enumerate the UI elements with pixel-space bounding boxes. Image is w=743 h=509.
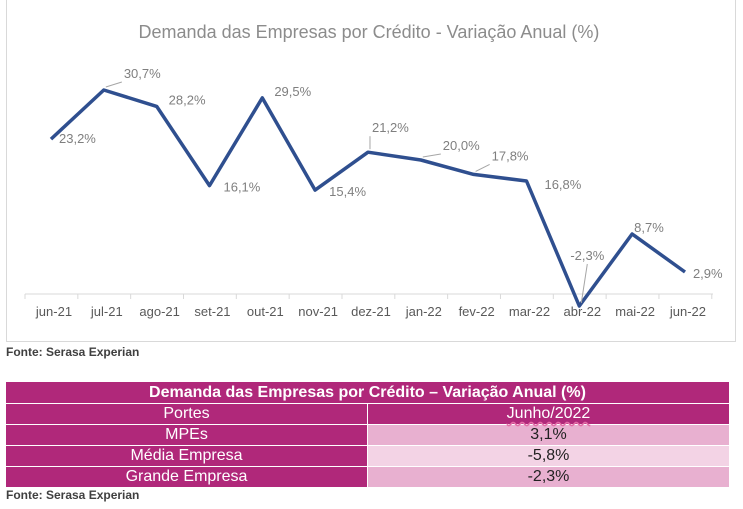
x-tick-label: abr-22 xyxy=(564,304,602,319)
x-tick-label: ago-21 xyxy=(139,304,179,319)
x-tick-label: out-21 xyxy=(247,304,284,319)
data-label: 20,0% xyxy=(443,138,480,153)
row-label: Média Empresa xyxy=(5,445,368,467)
data-label: 23,2% xyxy=(59,131,96,146)
row-label: Grande Empresa xyxy=(5,466,368,488)
x-tick-label: mai-22 xyxy=(615,304,655,319)
series-line xyxy=(49,88,687,308)
x-axis-ticks xyxy=(24,294,713,299)
label-leader-lines xyxy=(105,81,588,304)
x-tick-label: jun-21 xyxy=(35,304,72,319)
table-row: Grande Empresa -2,3% xyxy=(5,466,730,488)
data-label: 17,8% xyxy=(492,148,529,163)
data-label: 15,4% xyxy=(329,184,366,199)
data-label: -2,3% xyxy=(570,248,604,263)
data-label: 16,1% xyxy=(223,180,260,195)
x-tick-label: fev-22 xyxy=(459,304,495,319)
x-tick-label: jul-21 xyxy=(90,304,123,319)
x-tick-label: dez-21 xyxy=(351,304,391,319)
data-labels: 23,2% 30,7% 28,2% 16,1% 29,5% 15,4% 21,2% 20,0%… xyxy=(59,66,723,281)
chart-source-note: Fonte: Serasa Experian xyxy=(6,345,140,359)
row-value: -5,8% xyxy=(367,445,730,467)
data-label: 28,2% xyxy=(169,92,206,107)
table-row: MPEs 3,1% xyxy=(5,424,730,446)
x-tick-label: nov-21 xyxy=(298,304,338,319)
chart-title: Demanda das Empresas por Crédito - Varia… xyxy=(139,22,600,42)
table-row: Média Empresa -5,8% xyxy=(5,445,730,467)
table-title: Demanda das Empresas por Crédito – Varia… xyxy=(5,381,730,404)
table-header-period: Junho/2022 xyxy=(367,403,730,425)
line-chart: Demanda das Empresas por Crédito - Varia… xyxy=(24,22,723,319)
row-label: MPEs xyxy=(5,424,368,446)
data-label: 16,8% xyxy=(544,177,581,192)
row-value: -2,3% xyxy=(367,466,730,488)
x-tick-label: jun-22 xyxy=(669,304,706,319)
row-value: 3,1% xyxy=(367,424,730,446)
x-tick-label: set-21 xyxy=(194,304,230,319)
label-leader-line xyxy=(105,81,122,88)
table-source-note: Fonte: Serasa Experian xyxy=(6,488,140,502)
label-leader-line xyxy=(422,153,441,158)
data-label: 21,2% xyxy=(372,120,409,135)
table-header-period-label: Junho/2022 xyxy=(506,405,591,422)
summary-table: Demanda das Empresas por Crédito – Varia… xyxy=(5,381,730,488)
label-leader-line xyxy=(580,263,588,304)
table-header-portes: Portes xyxy=(5,403,368,425)
x-axis-labels: jun-21 jul-21 ago-21 set-21 out-21 nov-21 dez-… xyxy=(35,304,706,319)
x-tick-label: jan-22 xyxy=(405,304,442,319)
data-label: 2,9% xyxy=(693,266,723,281)
x-tick-label: mar-22 xyxy=(509,304,550,319)
label-leader-line xyxy=(475,163,490,172)
data-label: 8,7% xyxy=(634,220,664,235)
data-label: 30,7% xyxy=(124,66,161,81)
data-label: 29,5% xyxy=(274,84,311,99)
chart-container: Demanda das Empresas por Crédito - Varia… xyxy=(6,0,736,342)
